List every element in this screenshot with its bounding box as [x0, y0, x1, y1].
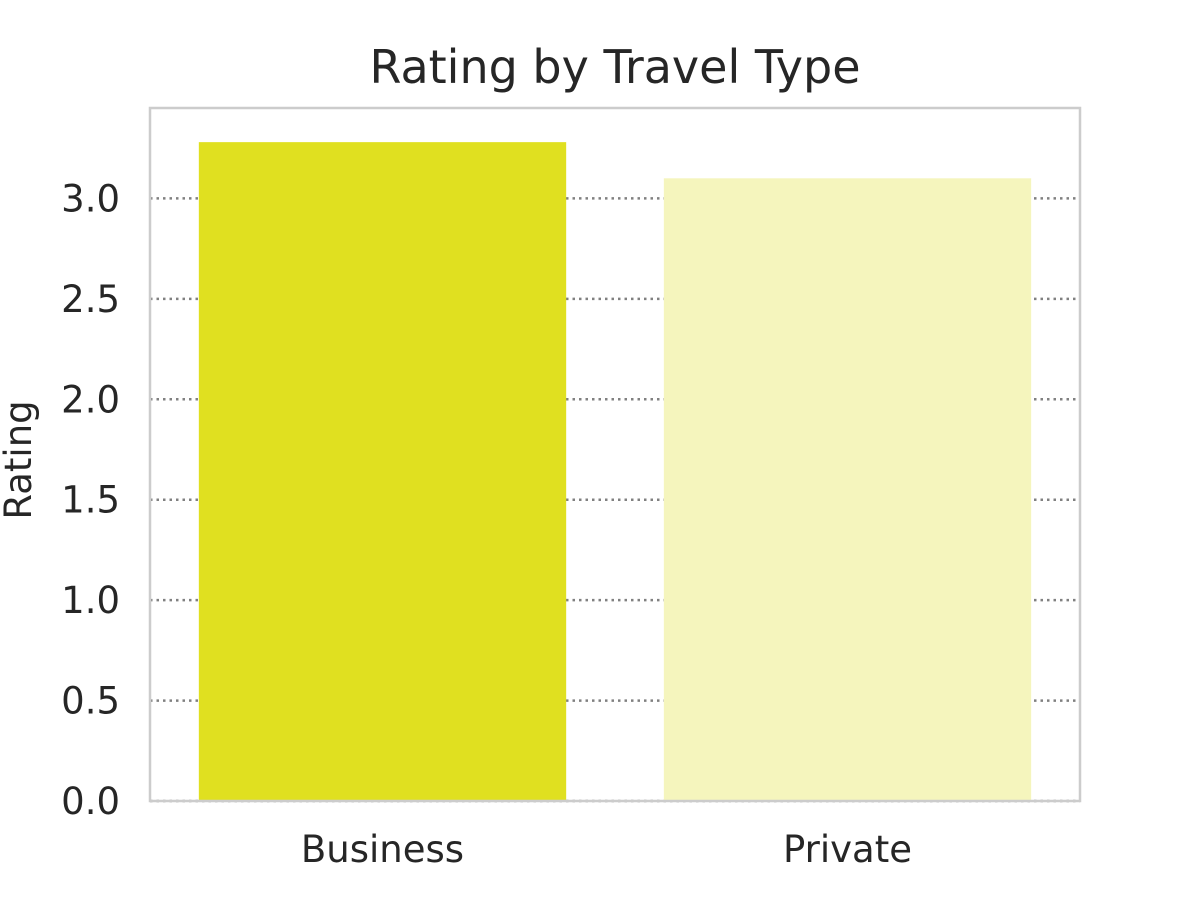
y-tick-label-6: 3.0	[61, 177, 120, 220]
bars	[198, 142, 1032, 802]
y-tick-label-3: 1.5	[61, 479, 120, 522]
y-tick-label-1: 0.5	[61, 680, 120, 723]
x-tick-label-business: Business	[301, 828, 464, 871]
x-tick-labels: Business Private	[301, 828, 912, 871]
x-tick-label-private: Private	[783, 828, 912, 871]
y-tick-label-0: 0.0	[61, 780, 120, 823]
y-tick-label-5: 2.5	[61, 278, 120, 321]
y-tick-labels: 0.0 0.5 1.0 1.5 2.0 2.5 3.0	[61, 177, 120, 823]
bar-private	[663, 178, 1032, 802]
bar-business	[198, 142, 567, 801]
y-tick-label-2: 1.0	[61, 579, 120, 622]
axes-frame	[148, 106, 1082, 803]
plot-frame	[148, 106, 1082, 803]
y-axis-label: Rating	[0, 400, 40, 519]
y-tick-label-4: 2.0	[61, 378, 120, 421]
chart-title: Rating by Travel Type	[370, 40, 861, 94]
